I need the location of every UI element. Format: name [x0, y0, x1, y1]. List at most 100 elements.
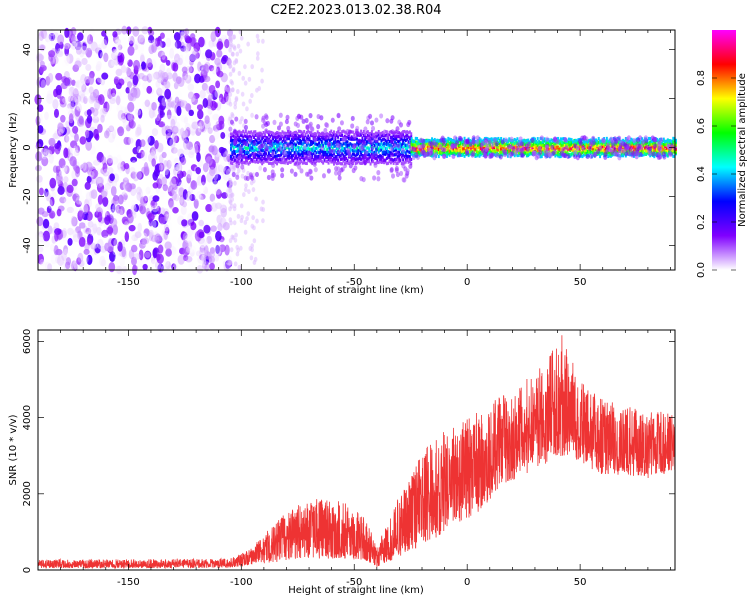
heatmap-cell [596, 139, 599, 143]
heatmap-cell [261, 149, 264, 153]
heatmap-cell [609, 154, 612, 158]
heatmap-cell [205, 204, 213, 213]
heatmap-cell [197, 109, 204, 120]
heatmap-cell [330, 117, 335, 123]
heatmap-cell [38, 231, 44, 238]
heatmap-cell [110, 88, 117, 97]
heatmap-cell [132, 89, 138, 99]
heatmap-cell [106, 157, 114, 167]
heatmap-cell [585, 145, 588, 149]
heatmap-cell [377, 160, 380, 165]
heatmap-cell [474, 144, 477, 149]
heatmap-cell [188, 261, 194, 269]
heatmap-cell [536, 143, 539, 147]
heatmap-cell [59, 196, 67, 204]
heatmap-cell [550, 142, 553, 146]
heatmap-cell [432, 151, 435, 155]
heatmap-cell [322, 143, 325, 147]
heatmap-cell [148, 107, 155, 119]
heatmap-cell [434, 142, 439, 148]
heatmap-cell [244, 156, 247, 160]
heatmap-cell [181, 66, 188, 74]
heatmap-cell [292, 146, 295, 150]
heatmap-cell [327, 154, 330, 158]
heatmap-cell [316, 146, 319, 150]
heatmap-cell [450, 150, 452, 154]
heatmap-cell [270, 130, 273, 135]
heatmap-cell [245, 106, 249, 112]
heatmap-cell [478, 140, 481, 144]
heatmap-cell [276, 140, 279, 144]
heatmap-cell [74, 60, 82, 69]
heatmap-cell [448, 137, 451, 141]
heatmap-cell [116, 64, 122, 73]
heatmap-cell [410, 162, 413, 166]
heatmap-cell [559, 150, 564, 156]
heatmap-cell [98, 176, 104, 187]
heatmap-cell [672, 148, 675, 153]
heatmap-cell [474, 147, 477, 151]
heatmap-cell [43, 240, 50, 248]
heatmap-cell [311, 161, 314, 166]
heatmap-cell [140, 139, 146, 147]
heatmap-cell [525, 153, 528, 157]
heatmap-cell [586, 146, 589, 150]
heatmap-cell [261, 154, 264, 158]
heatmap-cell [350, 154, 353, 158]
heatmap-cell [352, 133, 357, 139]
heatmap-cell [234, 130, 239, 136]
heatmap-cell [511, 140, 513, 145]
heatmap-cell [341, 148, 344, 152]
heatmap-cell [532, 144, 535, 149]
heatmap-cell [232, 220, 237, 226]
heatmap-cell [389, 135, 392, 140]
heatmap-cell [186, 141, 194, 151]
heatmap-cell [513, 137, 516, 142]
heatmap-cell [250, 148, 253, 152]
heatmap-cell [637, 143, 642, 149]
heatmap-cell [328, 146, 331, 150]
heatmap-cell [87, 214, 92, 222]
heatmap-cell [43, 131, 49, 142]
heatmap-cell [413, 139, 416, 144]
heatmap-cell [35, 230, 42, 242]
heatmap-cell [407, 157, 412, 163]
heatmap-cell [356, 161, 359, 165]
heatmap-cell [350, 157, 355, 163]
heatmap-cell [672, 154, 675, 158]
heatmap-cell [78, 195, 85, 207]
heatmap-cell [599, 139, 602, 143]
heatmap-cell [395, 171, 400, 178]
heatmap-cell [267, 130, 270, 134]
heatmap-cell [86, 64, 92, 72]
heatmap-cell [36, 104, 44, 113]
heatmap-cell [247, 76, 252, 82]
heatmap-cell [290, 141, 293, 145]
heatmap-cell [129, 166, 136, 174]
heatmap-cell [64, 165, 70, 174]
heatmap-cell [258, 156, 261, 160]
heatmap-cell [407, 140, 410, 144]
heatmap-cell [641, 150, 644, 154]
heatmap-cell [231, 141, 234, 145]
heatmap-cell [394, 167, 399, 173]
heatmap-cell [70, 140, 78, 149]
heatmap-cell [388, 139, 391, 144]
heatmap-cell [190, 180, 198, 190]
heatmap-cell [486, 152, 489, 156]
heatmap-cell [384, 134, 387, 138]
heatmap-cell [255, 157, 258, 161]
heatmap-cell [531, 144, 534, 148]
heatmap-cell [115, 95, 121, 106]
heatmap-cell [632, 145, 635, 149]
heatmap-cell [72, 88, 79, 99]
heatmap-cell [634, 144, 637, 148]
heatmap-cell [233, 140, 238, 146]
heatmap-cell [138, 249, 144, 261]
heatmap-cell [668, 140, 671, 144]
heatmap-cell [523, 138, 526, 142]
heatmap-cell [66, 105, 71, 113]
heatmap-cell [524, 146, 527, 151]
heatmap-cell [240, 161, 243, 165]
heatmap-cell [348, 163, 353, 169]
